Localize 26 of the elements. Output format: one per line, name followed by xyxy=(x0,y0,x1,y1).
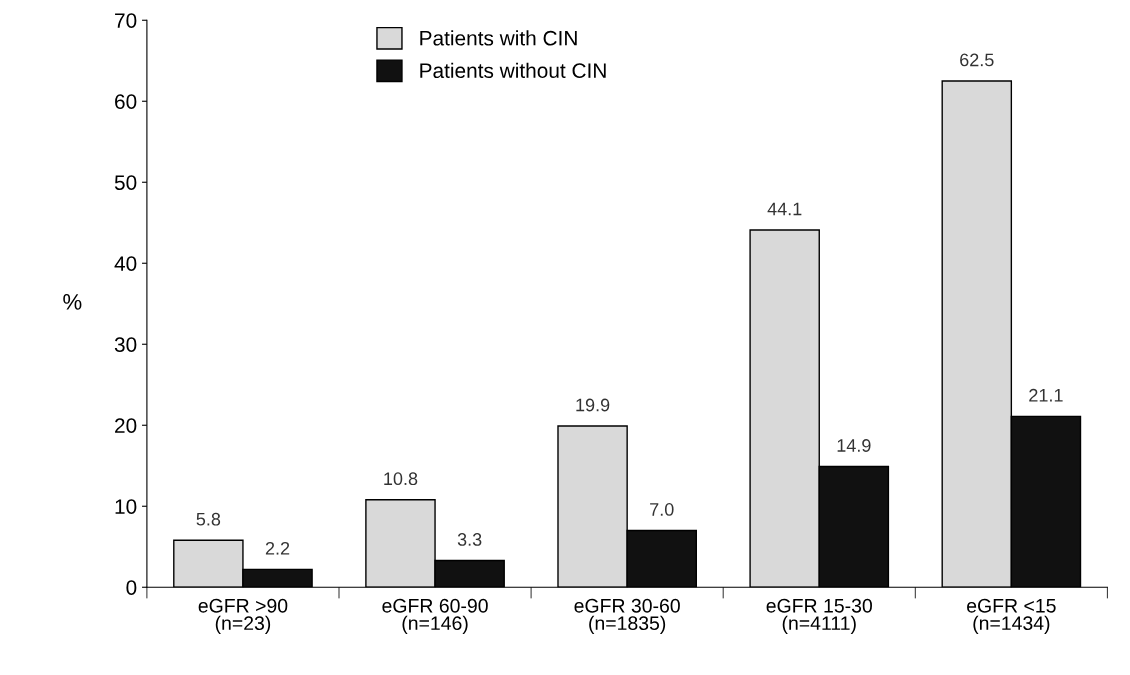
y-tick-label: 30 xyxy=(114,337,137,352)
y-tick-label: 10 xyxy=(115,499,137,514)
x-tick-label: eGFR >90 (n=23) xyxy=(198,598,288,634)
y-tick-label: 70 xyxy=(115,13,137,28)
data-label: 10.8 xyxy=(384,472,418,486)
data-label: 3.3 xyxy=(457,533,482,546)
legend-label: Patients with CIN xyxy=(420,30,577,46)
data-label: 19.9 xyxy=(576,398,610,412)
data-label: 5.8 xyxy=(196,512,221,526)
x-tick-label: eGFR <15 (n=1434) xyxy=(967,598,1056,634)
x-tick-label: eGFR 30-60 (n=1835) xyxy=(574,598,680,634)
x-tick-label: eGFR 60-90 (n=146) xyxy=(382,598,488,634)
data-label: 44.1 xyxy=(767,202,802,216)
y-tick-label: 50 xyxy=(114,175,137,190)
legend-label: Patients without CIN xyxy=(420,62,606,79)
data-label: 21.1 xyxy=(1029,388,1063,402)
x-tick-label: eGFR 15-30 (n=4111) xyxy=(766,598,872,634)
y-axis-title: % xyxy=(63,294,82,310)
data-label: 7.0 xyxy=(650,503,674,516)
data-label: 62.5 xyxy=(960,53,994,67)
data-label: 2.2 xyxy=(265,541,290,555)
y-tick-label: 40 xyxy=(114,256,137,271)
y-tick-label: 0 xyxy=(126,580,137,595)
data-label: 14.9 xyxy=(837,439,871,452)
y-tick-label: 20 xyxy=(115,418,137,433)
y-tick-label: 60 xyxy=(115,94,137,109)
